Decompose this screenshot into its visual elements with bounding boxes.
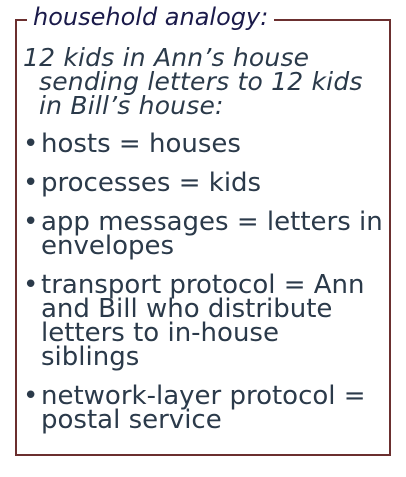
list-item-text: processes = kids <box>41 168 262 198</box>
box-title: household analogy: <box>27 2 275 32</box>
list-item-text: transport protocol = Ann and Bill who di… <box>41 270 365 372</box>
intro-text: 12 kids in Ann’s house sending letters t… <box>23 43 363 120</box>
bullet-icon: • <box>23 168 39 198</box>
list-item-processes: • processes = kids <box>23 168 385 198</box>
list-item-app-messages: • app messages = letters in envelopes <box>23 207 385 261</box>
analogy-content: 12 kids in Ann’s house sending letters t… <box>23 43 385 447</box>
list-item-text: hosts = houses <box>41 129 241 159</box>
bullet-icon: • <box>23 207 39 237</box>
list-item-text: app messages = letters in envelopes <box>41 207 383 261</box>
bullet-icon: • <box>23 381 39 411</box>
analogy-list: • hosts = houses • processes = kids • ap… <box>23 129 385 435</box>
list-item-transport-protocol: • transport protocol = Ann and Bill who … <box>23 270 385 372</box>
bullet-icon: • <box>23 129 39 159</box>
list-item-network-layer-protocol: • network-layer protocol = postal servic… <box>23 381 385 435</box>
bullet-icon: • <box>23 270 39 300</box>
list-item-hosts: • hosts = houses <box>23 129 385 159</box>
list-item-text: network-layer protocol = postal service <box>41 381 366 435</box>
